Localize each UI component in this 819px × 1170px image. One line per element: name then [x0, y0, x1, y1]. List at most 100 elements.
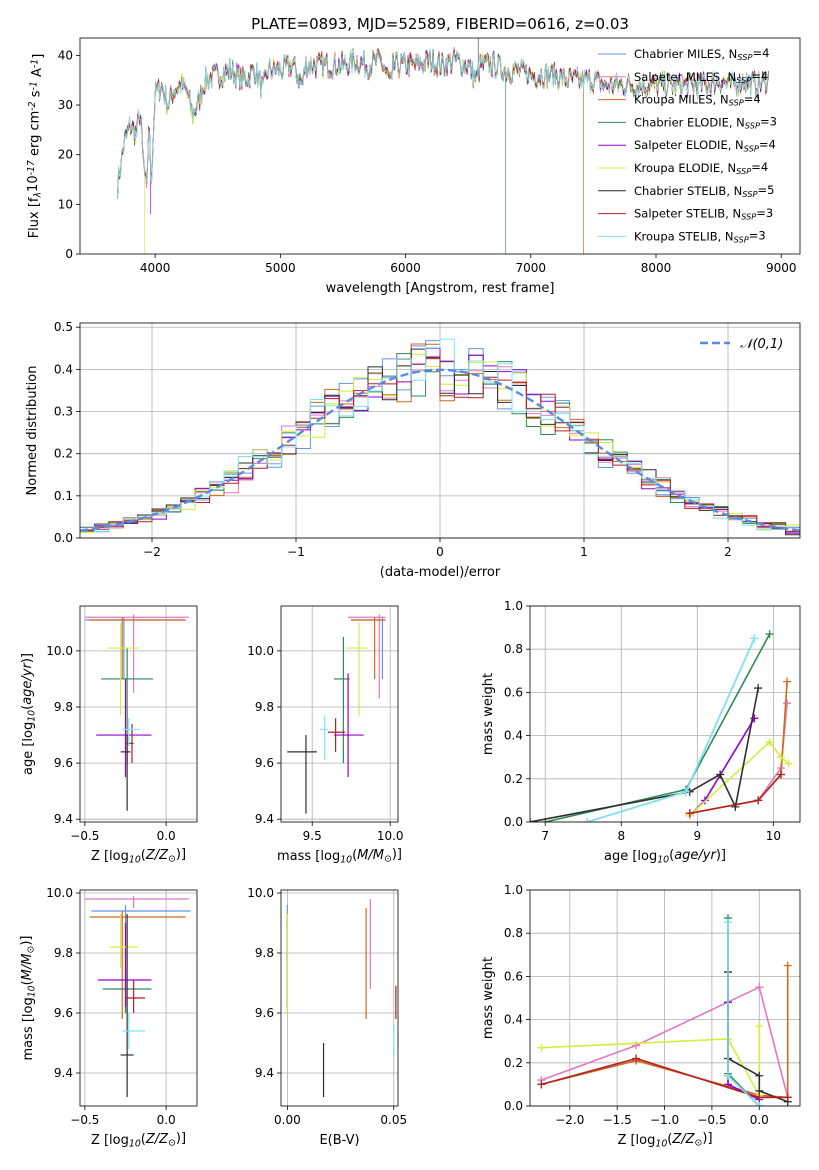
errorbar-point-kroupa-miles [89, 911, 186, 1019]
legend-label: Chabrier MILES, NSSP=4 [634, 46, 769, 62]
spectrum-line-kroupa-stelib [117, 48, 770, 200]
y-tick-label: 10.0 [46, 644, 73, 658]
errorbar-point-kroupa-elodie [346, 622, 369, 716]
weight-marker [765, 630, 774, 639]
weight-marker [755, 983, 764, 992]
y-tick-label: 9.6 [255, 1006, 274, 1020]
y-tick-label: 20 [58, 148, 73, 162]
errorbar-point-chabrier-elodie [334, 636, 350, 764]
errorbar-point-chabrier-stelib [120, 735, 131, 811]
legend-label: Salpeter MILES, NSSP=4 [634, 69, 768, 85]
y-tick-label: 40 [58, 48, 73, 62]
axes: −2 −1 0 1 2 0.0 0.1 0.2 0.3 0.4 0.5 (data-model)/er… [25, 320, 801, 580]
y-axis-label: Flux [fλ10-17 erg cm-2 s-1 A-1] [26, 54, 46, 239]
y-tick-label: 0.0 [504, 815, 523, 829]
y-tick-label: 9.6 [255, 756, 274, 770]
mass-weight-vs-age-panel: 7 8 9 10 0.0 0.2 0.4 0.6 0.8 1.0 age [log10(age/yr… [481, 599, 801, 865]
errorbar-point-salpeter-stelib [125, 723, 134, 764]
weight-marker [784, 759, 793, 768]
y-tick-label: 0 [65, 247, 73, 261]
spectrum-legend: Chabrier MILES, NSSP=4 Salpeter MILES, NS… [598, 46, 777, 244]
x-tick-label: 6000 [390, 261, 421, 275]
plot-area [530, 630, 793, 822]
age-vs-metallicity-panel: −0.5 0.0 9.4 9.6 9.8 10.0 Z [log10(Z/Z⊙)] age [… [20, 605, 198, 865]
weight-marker [716, 770, 725, 779]
x-tick-label: 1 [580, 545, 588, 559]
weight-line [541, 1057, 788, 1099]
x-tick-label: −2.0 [555, 1113, 584, 1127]
weight-series-salpeter-stelib [685, 770, 785, 818]
y-tick-label: 9.8 [54, 700, 73, 714]
weight-marker [754, 684, 763, 693]
y-tick-label: 0.2 [504, 772, 523, 786]
plot-area [537, 914, 792, 1106]
y-axis-label: age [log10(age/yr)] [20, 653, 37, 775]
weight-series-kroupa-stelib [724, 918, 764, 1106]
x-tick-label: 10 [766, 829, 781, 843]
errorbar-point-chabrier-stelib [120, 914, 134, 1097]
errorbar-point-kroupa-stelib [122, 718, 141, 747]
weight-line [689, 740, 790, 817]
weight-marker [783, 699, 792, 708]
errorbar-point-salpeter-miles [348, 614, 386, 699]
weight-marker [681, 787, 690, 796]
histogram-salpeter-stelib [80, 358, 800, 532]
errorbar-point-chabrier-stelib [287, 735, 317, 814]
normal-curve [80, 368, 800, 532]
axes-frame [280, 605, 399, 823]
x-tick-label: 7000 [516, 261, 547, 275]
plot-area [80, 338, 800, 536]
weight-marker [537, 1080, 546, 1089]
y-tick-label: 0.0 [54, 531, 73, 545]
weight-marker [755, 1022, 764, 1031]
weight-marker [755, 1102, 764, 1106]
axes-frame [79, 37, 801, 255]
y-tick-label: 0.6 [504, 969, 523, 983]
residuals-legend: 𝒩(0,1) [700, 337, 783, 352]
weight-marker [783, 961, 792, 970]
weight-series-chabrier-elodie [724, 914, 764, 1106]
plot-area [84, 896, 191, 1097]
histogram-salpeter-elodie [80, 347, 800, 534]
errorbar-point-kroupa-stelib [122, 1013, 145, 1049]
weight-marker [724, 1071, 732, 1080]
x-tick-label: 8000 [641, 261, 672, 275]
x-tick-label: 0.0 [157, 829, 176, 843]
weight-marker [783, 677, 792, 686]
y-tick-label: 1.0 [504, 599, 523, 613]
weight-marker [783, 1093, 792, 1102]
spectrum-panel: 4000 5000 6000 7000 8000 9000 0 10 20 30 40 wavelen… [26, 37, 801, 296]
weight-marker [724, 918, 732, 927]
x-tick-label: −0.5 [70, 1113, 99, 1127]
errorbar-point-kroupa-elodie [107, 622, 139, 716]
y-tick-label: 0.2 [54, 447, 73, 461]
y-axis-label: mass [log10(M/M⊙)] [19, 936, 37, 1061]
y-tick-label: 10.0 [247, 886, 274, 900]
legend-label: Chabrier ELODIE, NSSP=3 [634, 115, 777, 131]
y-tick-label: 9.8 [54, 946, 73, 960]
weight-marker [632, 1054, 641, 1063]
axes-frame [529, 889, 801, 1107]
axes-frame [79, 322, 801, 539]
y-tick-label: 0.4 [504, 1013, 523, 1027]
legend-label: Chabrier STELIB, NSSP=5 [634, 183, 774, 199]
figure-title: PLATE=0893, MJD=52589, FIBERID=0616, z=0… [251, 15, 629, 33]
y-tick-label: 0.8 [504, 926, 523, 940]
y-tick-label: 9.6 [54, 756, 73, 770]
y-tick-label: 9.4 [255, 1066, 274, 1080]
residuals-panel: −2 −1 0 1 2 0.0 0.1 0.2 0.3 0.4 0.5 (data-model)/er… [25, 320, 801, 580]
axes-frame [79, 605, 198, 823]
errorbar-point-salpeter-elodie [334, 673, 364, 778]
errorbar-point-kroupa-stelib [320, 715, 328, 761]
legend-label: Salpeter ELODIE, NSSP=4 [634, 137, 776, 153]
plot-area [286, 899, 397, 1097]
y-tick-label: 0.0 [504, 1099, 523, 1113]
weight-marker [755, 1071, 764, 1080]
weight-marker [755, 1093, 764, 1102]
x-tick-label: 9 [694, 829, 702, 843]
axes-frame [280, 889, 399, 1107]
legend-label: Kroupa ELODIE, NSSP=4 [634, 160, 768, 176]
errorbar-point-salpeter-elodie [96, 678, 152, 778]
weight-line [545, 633, 771, 822]
legend-label: Kroupa STELIB, NSSP=3 [634, 229, 766, 245]
